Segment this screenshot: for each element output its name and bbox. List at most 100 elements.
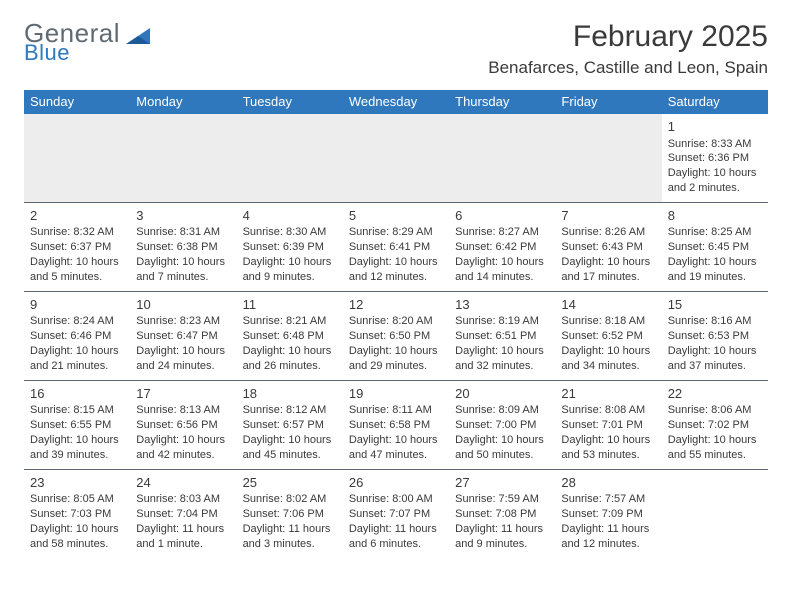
date-d2: and 47 minutes. <box>349 448 443 463</box>
date-d1: Daylight: 10 hours <box>668 433 762 448</box>
date-d1: Daylight: 10 hours <box>30 433 124 448</box>
date-sunrise: Sunrise: 8:23 AM <box>136 314 230 329</box>
date-sunrise: Sunrise: 8:33 AM <box>668 137 762 152</box>
date-sunrise: Sunrise: 8:24 AM <box>30 314 124 329</box>
date-d2: and 19 minutes. <box>668 270 762 285</box>
date-number: 25 <box>243 473 337 493</box>
date-cell: 20Sunrise: 8:09 AMSunset: 7:00 PMDayligh… <box>449 381 555 469</box>
date-number: 16 <box>30 384 124 404</box>
date-d1: Daylight: 11 hours <box>349 522 443 537</box>
weeks-container: 1Sunrise: 8:33 AMSunset: 6:36 PMDaylight… <box>24 114 768 557</box>
date-d1: Daylight: 10 hours <box>243 344 337 359</box>
date-number: 28 <box>561 473 655 493</box>
date-sunset: Sunset: 6:51 PM <box>455 329 549 344</box>
date-number: 23 <box>30 473 124 493</box>
date-d2: and 29 minutes. <box>349 359 443 374</box>
date-d2: and 7 minutes. <box>136 270 230 285</box>
date-sunrise: Sunrise: 8:09 AM <box>455 403 549 418</box>
date-cell: 23Sunrise: 8:05 AMSunset: 7:03 PMDayligh… <box>24 470 130 558</box>
date-number: 21 <box>561 384 655 404</box>
date-number: 4 <box>243 206 337 226</box>
week-row: 23Sunrise: 8:05 AMSunset: 7:03 PMDayligh… <box>24 469 768 558</box>
date-sunset: Sunset: 6:38 PM <box>136 240 230 255</box>
date-number: 22 <box>668 384 762 404</box>
date-sunrise: Sunrise: 8:15 AM <box>30 403 124 418</box>
date-number: 15 <box>668 295 762 315</box>
date-sunset: Sunset: 7:02 PM <box>668 418 762 433</box>
date-sunrise: Sunrise: 8:16 AM <box>668 314 762 329</box>
date-cell: 16Sunrise: 8:15 AMSunset: 6:55 PMDayligh… <box>24 381 130 469</box>
date-cell: 4Sunrise: 8:30 AMSunset: 6:39 PMDaylight… <box>237 203 343 291</box>
header: General Blue February 2025 Benafarces, C… <box>24 20 768 84</box>
date-sunrise: Sunrise: 8:30 AM <box>243 225 337 240</box>
date-number: 12 <box>349 295 443 315</box>
date-sunset: Sunset: 6:58 PM <box>349 418 443 433</box>
date-cell: 27Sunrise: 7:59 AMSunset: 7:08 PMDayligh… <box>449 470 555 558</box>
date-d1: Daylight: 10 hours <box>455 433 549 448</box>
date-number: 13 <box>455 295 549 315</box>
date-sunset: Sunset: 6:56 PM <box>136 418 230 433</box>
date-cell: 25Sunrise: 8:02 AMSunset: 7:06 PMDayligh… <box>237 470 343 558</box>
date-d2: and 34 minutes. <box>561 359 655 374</box>
date-sunrise: Sunrise: 8:03 AM <box>136 492 230 507</box>
week-row: 9Sunrise: 8:24 AMSunset: 6:46 PMDaylight… <box>24 291 768 380</box>
date-sunrise: Sunrise: 8:19 AM <box>455 314 549 329</box>
date-sunset: Sunset: 6:45 PM <box>668 240 762 255</box>
date-cell: 6Sunrise: 8:27 AMSunset: 6:42 PMDaylight… <box>449 203 555 291</box>
date-d1: Daylight: 10 hours <box>561 344 655 359</box>
date-cell: 9Sunrise: 8:24 AMSunset: 6:46 PMDaylight… <box>24 292 130 380</box>
date-d2: and 45 minutes. <box>243 448 337 463</box>
date-d2: and 12 minutes. <box>561 537 655 552</box>
date-d1: Daylight: 11 hours <box>561 522 655 537</box>
date-d1: Daylight: 10 hours <box>455 344 549 359</box>
brand-text: General Blue <box>24 20 120 64</box>
date-sunrise: Sunrise: 8:00 AM <box>349 492 443 507</box>
date-cell: 7Sunrise: 8:26 AMSunset: 6:43 PMDaylight… <box>555 203 661 291</box>
date-d1: Daylight: 10 hours <box>136 255 230 270</box>
date-number: 11 <box>243 295 337 315</box>
date-d1: Daylight: 11 hours <box>243 522 337 537</box>
date-d2: and 1 minute. <box>136 537 230 552</box>
date-sunrise: Sunrise: 8:08 AM <box>561 403 655 418</box>
date-d2: and 6 minutes. <box>349 537 443 552</box>
date-sunrise: Sunrise: 8:26 AM <box>561 225 655 240</box>
brand-logo: General Blue <box>24 20 152 64</box>
date-cell: 8Sunrise: 8:25 AMSunset: 6:45 PMDaylight… <box>662 203 768 291</box>
date-d1: Daylight: 10 hours <box>668 166 762 181</box>
week-row: 1Sunrise: 8:33 AMSunset: 6:36 PMDaylight… <box>24 114 768 202</box>
date-sunrise: Sunrise: 8:27 AM <box>455 225 549 240</box>
date-number: 19 <box>349 384 443 404</box>
date-number: 8 <box>668 206 762 226</box>
date-number: 20 <box>455 384 549 404</box>
date-d2: and 58 minutes. <box>30 537 124 552</box>
date-d1: Daylight: 10 hours <box>668 255 762 270</box>
empty-cell <box>662 470 768 558</box>
date-d2: and 53 minutes. <box>561 448 655 463</box>
date-sunrise: Sunrise: 8:25 AM <box>668 225 762 240</box>
date-number: 7 <box>561 206 655 226</box>
date-number: 2 <box>30 206 124 226</box>
date-number: 26 <box>349 473 443 493</box>
empty-cell <box>130 114 236 202</box>
date-d2: and 39 minutes. <box>30 448 124 463</box>
dow-cell: Thursday <box>449 90 555 114</box>
date-sunset: Sunset: 6:50 PM <box>349 329 443 344</box>
date-d2: and 21 minutes. <box>30 359 124 374</box>
date-d2: and 37 minutes. <box>668 359 762 374</box>
calendar-grid: SundayMondayTuesdayWednesdayThursdayFrid… <box>24 90 768 557</box>
title-block: February 2025 Benafarces, Castille and L… <box>488 20 768 78</box>
date-d1: Daylight: 10 hours <box>561 255 655 270</box>
date-sunset: Sunset: 7:06 PM <box>243 507 337 522</box>
date-d1: Daylight: 10 hours <box>668 344 762 359</box>
date-d2: and 5 minutes. <box>30 270 124 285</box>
dow-cell: Monday <box>130 90 236 114</box>
dow-cell: Wednesday <box>343 90 449 114</box>
date-cell: 5Sunrise: 8:29 AMSunset: 6:41 PMDaylight… <box>343 203 449 291</box>
date-d2: and 14 minutes. <box>455 270 549 285</box>
date-sunset: Sunset: 6:39 PM <box>243 240 337 255</box>
date-d2: and 55 minutes. <box>668 448 762 463</box>
date-sunset: Sunset: 7:03 PM <box>30 507 124 522</box>
date-sunset: Sunset: 7:07 PM <box>349 507 443 522</box>
date-sunrise: Sunrise: 8:11 AM <box>349 403 443 418</box>
date-d1: Daylight: 10 hours <box>349 344 443 359</box>
